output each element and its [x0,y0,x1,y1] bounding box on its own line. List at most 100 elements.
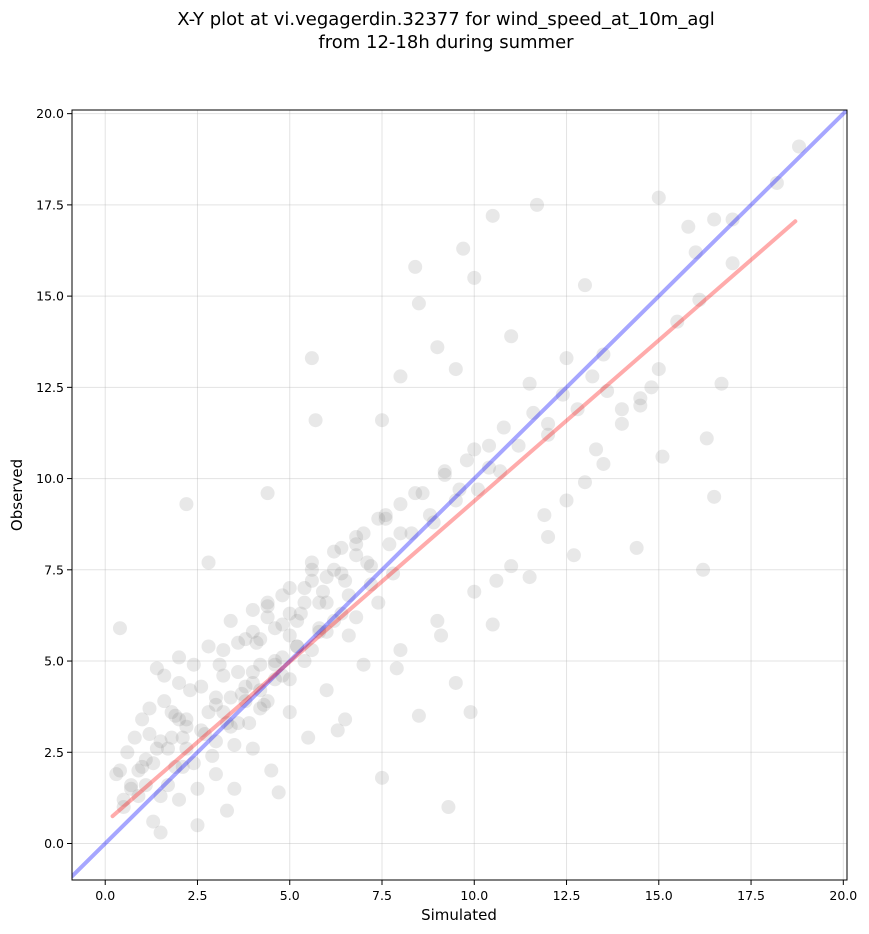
reference-lines [72,110,847,879]
scatter-point [452,482,467,497]
scatter-point [179,497,194,512]
scatter-point [437,464,452,479]
scatter-point [212,657,227,672]
scatter-point [411,708,426,723]
y-tick-label: 5.0 [44,654,64,669]
scatter-point [467,442,482,457]
scatter-point [290,613,305,628]
scatter-point [393,497,408,512]
x-axis-ticks: 0.0 2.5 5.0 7.5 10.0 12.5 15.0 17.5 20.0 [95,880,857,903]
scatter-point [349,548,364,563]
regression-line [110,219,798,819]
scatter-point [120,745,135,760]
x-tick-label: 20.0 [829,888,857,903]
scatter-point [138,778,153,793]
scatter-point [600,383,615,398]
scatter-point [260,595,275,610]
scatter-point [393,526,408,541]
scatter-point [175,759,190,774]
scatter-point [245,675,260,690]
scatter-point [231,664,246,679]
scatter-point [116,792,131,807]
scatter-point [327,544,342,559]
scatter-point [260,694,275,709]
scatter-point [142,727,157,742]
scatter-point [304,555,319,570]
scatter-point [260,599,275,614]
scatter-point [356,526,371,541]
scatter-point [670,314,685,329]
scatter-point [559,493,574,508]
scatter-point [566,548,581,563]
scatter-point [577,278,592,293]
scatter-points [109,139,807,840]
scatter-point [341,588,356,603]
scatter-point [522,376,537,391]
scatter-point [194,679,209,694]
scatter-point [312,595,327,610]
scatter-point [223,690,238,705]
scatter-point [482,460,497,475]
scatter-point [570,402,585,417]
scatter-point [463,705,478,720]
scatter-point [293,606,308,621]
scatter-point [448,675,463,690]
scatter-point [526,405,541,420]
scatter-point [275,650,290,665]
x-tick-label: 12.5 [553,888,581,903]
scatter-point [349,610,364,625]
scatter-point [253,683,268,698]
scatter-point [205,748,220,763]
scatter-point [651,190,666,205]
scatter-point [223,613,238,628]
scatter-point [393,643,408,658]
y-axis-ticks: 0.0 2.5 5.0 7.5 10.0 12.5 15.0 17.5 20.0 [36,106,72,851]
scatter-point [327,613,342,628]
scatter-point [375,770,389,785]
scatter-point [253,657,268,672]
scatter-point [216,705,231,720]
y-tick-label: 2.5 [44,745,64,760]
y-tick-label: 20.0 [36,106,64,121]
scatter-point [208,690,223,705]
scatter-point [304,351,319,366]
scatter-point [208,767,223,782]
scatter-point [312,621,327,636]
scatter-point [330,723,345,738]
scatter-point [172,650,187,665]
y-tick-label: 7.5 [44,562,64,577]
scatter-point [297,581,312,596]
scatter-point [112,763,127,778]
scatter-point [138,752,153,767]
scatter-point [179,741,194,756]
scatter-point [375,413,389,428]
scatter-point [448,493,463,508]
scatter-point [160,741,175,756]
scatter-point [201,555,216,570]
scatter-point [504,559,519,574]
scatter-point [290,639,305,654]
scatter-point [142,701,157,716]
scatter-point [559,351,574,366]
scatter-point [644,380,659,395]
scatter-point [334,566,349,581]
scatter-point [242,716,257,731]
scatter-point [312,624,327,639]
scatter-point [231,716,246,731]
scatter-point [651,362,666,377]
scatter-point [168,708,183,723]
scatter-point [271,785,286,800]
scatter-point [208,734,223,749]
scatter-point [149,661,164,676]
scatter-point [172,792,187,807]
plot-frame [71,109,848,881]
scatter-point [688,245,703,260]
scatter-point [356,657,371,672]
scatter-point [135,712,150,727]
scatter-point [467,584,482,599]
scatter-point [153,825,168,840]
scatter-point [282,606,297,621]
scatter-point [216,643,231,658]
scatter-point [334,606,349,621]
scatter-point [714,376,729,391]
